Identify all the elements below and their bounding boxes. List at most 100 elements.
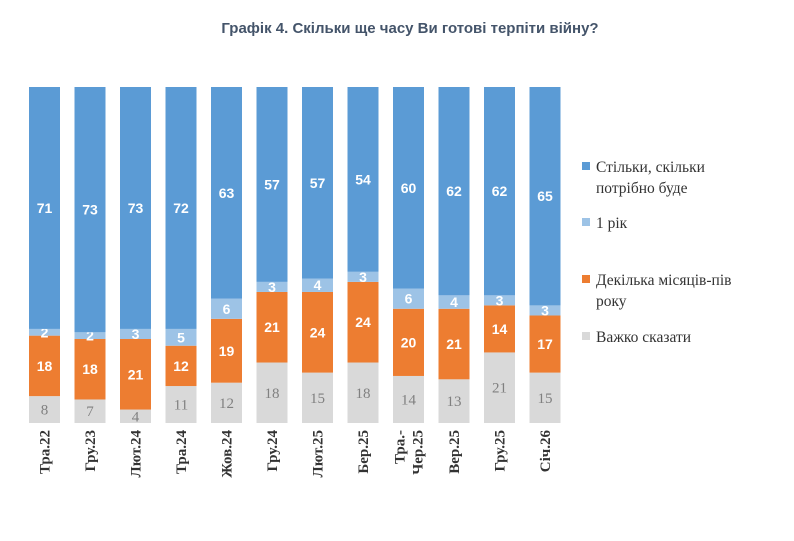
bar-segment [29, 396, 60, 423]
legend-label: Стільки, скільки потрібно буде [596, 159, 705, 197]
bar-segment [211, 382, 242, 423]
data-label: 73 [82, 202, 98, 218]
legend-label: Важко сказати [596, 329, 692, 346]
bar-segment [211, 87, 242, 299]
legend-item: 1 рік [582, 213, 792, 234]
bar-segment [211, 318, 242, 383]
data-label: 18 [356, 386, 371, 402]
data-label: 18 [82, 361, 98, 377]
legend-swatch [582, 162, 590, 170]
bar-segment [74, 339, 106, 400]
category-tick-label: Січ.26 [538, 430, 554, 473]
bar-segment [484, 352, 515, 423]
data-label: 14 [401, 392, 417, 408]
data-label: 63 [219, 185, 235, 201]
bar-segment [347, 87, 379, 272]
bar-segment [529, 315, 561, 373]
data-label: 62 [492, 183, 508, 199]
data-label: 15 [538, 391, 553, 407]
data-label: 2 [86, 328, 94, 344]
data-label: 57 [310, 175, 326, 191]
data-label: 73 [128, 200, 144, 216]
bar-segment [393, 308, 424, 376]
bar-segment [256, 362, 288, 423]
bar-segment [347, 271, 379, 282]
bar-segment [438, 87, 470, 296]
data-label: 12 [219, 396, 234, 412]
data-label: 4 [450, 294, 458, 310]
legend-label: Декілька місяців-пів року [596, 272, 732, 310]
data-label: 3 [496, 292, 504, 308]
legend-item: Стільки, скільки потрібно буде [582, 157, 732, 199]
bar-segment [302, 291, 333, 373]
data-label: 57 [264, 176, 280, 192]
data-label: 72 [173, 200, 189, 216]
data-label: 21 [446, 336, 462, 352]
data-label: 21 [264, 319, 280, 335]
bar-segment [165, 87, 197, 329]
data-label: 60 [401, 180, 417, 196]
bar-segment [347, 362, 379, 423]
data-label: 18 [265, 386, 280, 402]
bar-segment [484, 305, 515, 353]
legend-item: Важко сказати [582, 327, 792, 348]
bar-segment [29, 335, 60, 397]
bar-segment [29, 328, 60, 336]
legend-item: Декілька місяців-пів року [582, 270, 762, 312]
category-tick-label: Вер.25 [447, 430, 463, 474]
data-label: 15 [310, 391, 325, 407]
bar-segment [74, 332, 106, 339]
bar-segment [438, 379, 470, 423]
data-label: 65 [537, 188, 553, 204]
data-label: 20 [401, 334, 417, 350]
data-label: 6 [223, 301, 231, 317]
category-tick-label: Тра.- Чер.25 [393, 430, 427, 475]
data-label: 12 [173, 358, 189, 374]
chart-title: Графік 4. Скільки ще часу Ви готові терп… [221, 20, 599, 37]
data-label: 14 [492, 321, 508, 337]
bar-segment [165, 386, 197, 423]
bar-segment [302, 87, 333, 279]
bar-segment [529, 305, 561, 316]
data-label: 54 [355, 171, 371, 187]
bar-segment [529, 372, 561, 423]
category-tick-label: Лют.24 [129, 430, 145, 478]
bar-segment [211, 298, 242, 319]
bar-segment [256, 87, 288, 282]
bar-segment [529, 87, 561, 306]
data-label: 13 [447, 394, 462, 410]
data-label: 11 [174, 398, 188, 414]
category-tick-label: Гру.24 [265, 430, 281, 472]
data-label: 3 [132, 326, 140, 342]
data-label: 5 [177, 329, 185, 345]
bar-segment [120, 328, 151, 339]
bar-segment [484, 295, 515, 306]
bar-segment [393, 87, 424, 289]
category-tick-label: Гру.25 [493, 430, 509, 472]
data-label: 4 [314, 277, 322, 293]
data-label: 2 [41, 324, 49, 340]
data-label: 24 [355, 314, 371, 330]
bar-segment [484, 87, 515, 296]
legend-label: 1 рік [596, 215, 628, 232]
bar-segment [74, 399, 106, 423]
bar-segment [120, 339, 151, 410]
data-label: 19 [219, 343, 235, 359]
category-tick-label: Гру.23 [83, 430, 99, 472]
bar-segment [256, 281, 288, 292]
bar-segment [302, 278, 333, 292]
data-label: 6 [405, 291, 413, 307]
legend-swatch [582, 218, 590, 226]
bar-segment [29, 87, 60, 329]
data-label: 3 [541, 302, 549, 318]
category-tick-label: Бер.25 [356, 430, 372, 474]
category-tick-label: Тра.24 [174, 430, 190, 475]
category-tick-label: Тра.22 [38, 430, 54, 474]
bar-segment [165, 328, 197, 346]
bar-segment [347, 281, 379, 363]
bar-segment [393, 288, 424, 309]
bar-segment [438, 295, 470, 309]
data-label: 21 [492, 381, 507, 397]
data-label: 21 [128, 366, 144, 382]
bar-segment [302, 372, 333, 423]
